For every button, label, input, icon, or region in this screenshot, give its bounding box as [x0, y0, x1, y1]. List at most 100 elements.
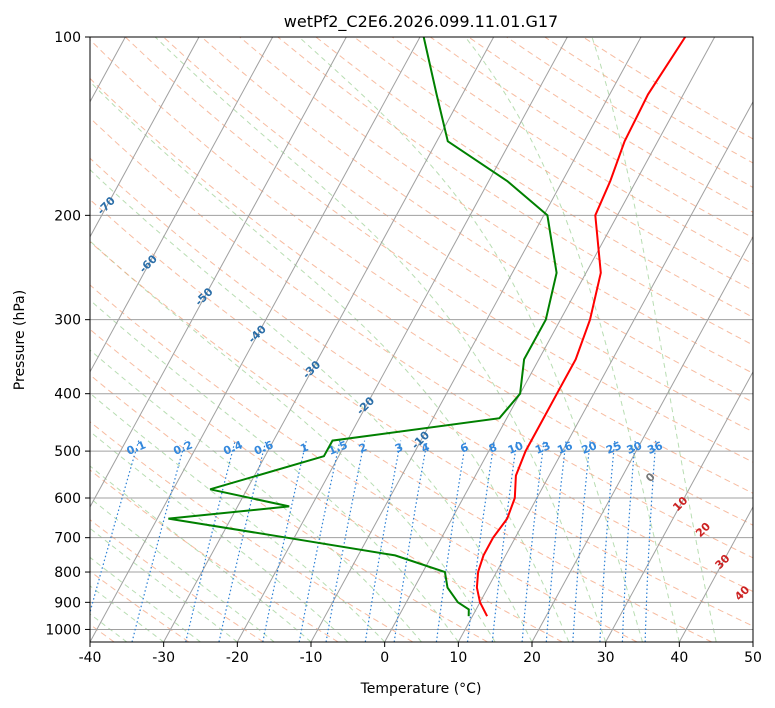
moist-adiabat-line [154, 37, 607, 642]
mixing-ratio-line [599, 440, 616, 642]
isotherm-line [605, 370, 753, 642]
y-tick-label: 500 [54, 444, 81, 460]
isotherm-line [457, 100, 753, 642]
mixing-ratio-label: 8 [487, 441, 499, 456]
isotherm-label: -80 [47, 146, 70, 169]
x-tick-label: 20 [523, 650, 541, 666]
y-tick-label: 1000 [45, 622, 81, 638]
dry-adiabat-line [90, 519, 264, 642]
mixing-ratio-line [364, 440, 402, 642]
moist-adiabat-line [591, 37, 717, 642]
moist-adiabat-line [90, 169, 533, 642]
dry-adiabat-line [430, 37, 753, 239]
isotherm-label: -30 [300, 358, 323, 381]
mixing-ratio-line [545, 440, 567, 642]
mixing-ratio-labels: 0.1 0.2 0.4 0.6 1 1.5 2 3 4 6 8 10 13 16 20 25 30 36 [125, 438, 665, 457]
isotherm-line [90, 37, 200, 238]
dry-adiabat-line [90, 241, 712, 642]
x-tick-label: -20 [226, 650, 249, 666]
isotherm-line [752, 640, 753, 642]
mixing-ratio-label: 1 [298, 441, 310, 456]
plot-frame [89, 36, 754, 643]
mixing-ratio-label: 20 [580, 439, 599, 457]
mixing-ratio-line [572, 440, 591, 642]
mixing-ratio-line [262, 440, 307, 642]
dry-adiabat-line [124, 37, 753, 463]
mixing-ratio-label: 6 [458, 440, 470, 455]
isotherm-line [90, 37, 421, 642]
isotherm-label: -90 [3, 92, 26, 115]
moist-adiabat-line [464, 37, 680, 642]
moist-adiabat-label: 30 [713, 552, 733, 572]
x-tick-label: 0 [380, 650, 389, 666]
x-tick-label: 10 [449, 650, 467, 666]
moist-adiabat-line [90, 299, 459, 642]
mixing-ratio-line [90, 440, 140, 615]
moist-adiabat-label: 0 [643, 470, 658, 485]
isotherm-label: -50 [192, 285, 215, 308]
dry-adiabat-line [90, 374, 488, 642]
isotherm-line [90, 37, 274, 373]
mixing-ratio-label: 16 [555, 439, 574, 457]
dry-adiabat-line [90, 328, 563, 642]
x-tick-label: 30 [597, 650, 615, 666]
mixing-ratio-label: 4 [420, 440, 432, 455]
mixing-ratio-label: 2 [357, 441, 369, 456]
mixing-ratio-line [393, 440, 428, 642]
mixing-ratio-line [491, 440, 518, 642]
moist-adiabat-line [90, 497, 275, 642]
dry-adiabat-line [90, 469, 339, 642]
dry-adiabat-line [315, 37, 753, 318]
x-tick-label: -30 [152, 650, 175, 666]
dry-adiabat-line [90, 198, 753, 627]
mixing-ratio-label: 10 [506, 439, 525, 457]
mixing-ratio-label: 0.2 [172, 438, 195, 457]
isotherm-line [531, 235, 753, 642]
mixing-ratio-label: 30 [625, 439, 644, 457]
mixing-ratio-line [521, 440, 545, 642]
mixing-ratio-line [435, 440, 467, 642]
dry-adiabat-line [90, 157, 753, 593]
isotherm-line [163, 37, 495, 642]
isotherm-line [678, 505, 753, 642]
mixing-ratio-label: 3 [393, 441, 405, 456]
y-tick-label: 200 [54, 208, 81, 224]
y-axis: 100 200 300 400 500 600 700 800 900 1000 [45, 30, 90, 638]
moist-adiabat-line [90, 527, 238, 642]
x-tick-label: 40 [670, 650, 688, 666]
dry-adiabat-line [506, 37, 753, 188]
dry-adiabat-line [201, 37, 753, 403]
dry-adiabat-line [90, 570, 190, 642]
isotherm-label: -20 [354, 394, 377, 417]
isotherm-line [310, 37, 642, 642]
x-axis-title: Temperature (°C) [360, 681, 482, 697]
moist-adiabat-line [90, 80, 570, 642]
moist-adiabat-line [90, 465, 312, 642]
isotherm-line [384, 37, 716, 642]
mixing-ratio-line [621, 440, 636, 642]
mixing-ratio-label: 25 [604, 439, 623, 457]
dewpoint-profile-line [168, 37, 558, 617]
mixing-ratio-line [466, 440, 495, 642]
x-tick-label: -40 [79, 650, 102, 666]
y-tick-label: 400 [54, 387, 81, 403]
isotherm-label: -70 [95, 194, 118, 217]
background-grid [90, 37, 753, 642]
mixing-ratio-line [185, 440, 236, 642]
y-tick-label: 100 [54, 30, 81, 46]
moist-adiabat-line [90, 392, 386, 642]
moist-adiabat-line [90, 430, 349, 642]
dry-adiabat-line [90, 284, 638, 642]
mixing-ratio-line [298, 440, 341, 642]
y-axis-title: Pressure (hPa) [12, 290, 28, 390]
chart-title: wetPf2_C2E6.2026.099.11.01.G17 [284, 12, 558, 32]
dry-adiabat-line [90, 421, 414, 642]
dry-adiabat-line [163, 37, 753, 433]
x-tick-label: -10 [300, 650, 323, 666]
moist-adiabat-label: 40 [732, 583, 752, 603]
mixing-ratio-line [131, 440, 186, 642]
dry-adiabat-line [90, 117, 753, 559]
dry-adiabat-line [277, 37, 753, 346]
y-tick-label: 300 [54, 313, 81, 329]
